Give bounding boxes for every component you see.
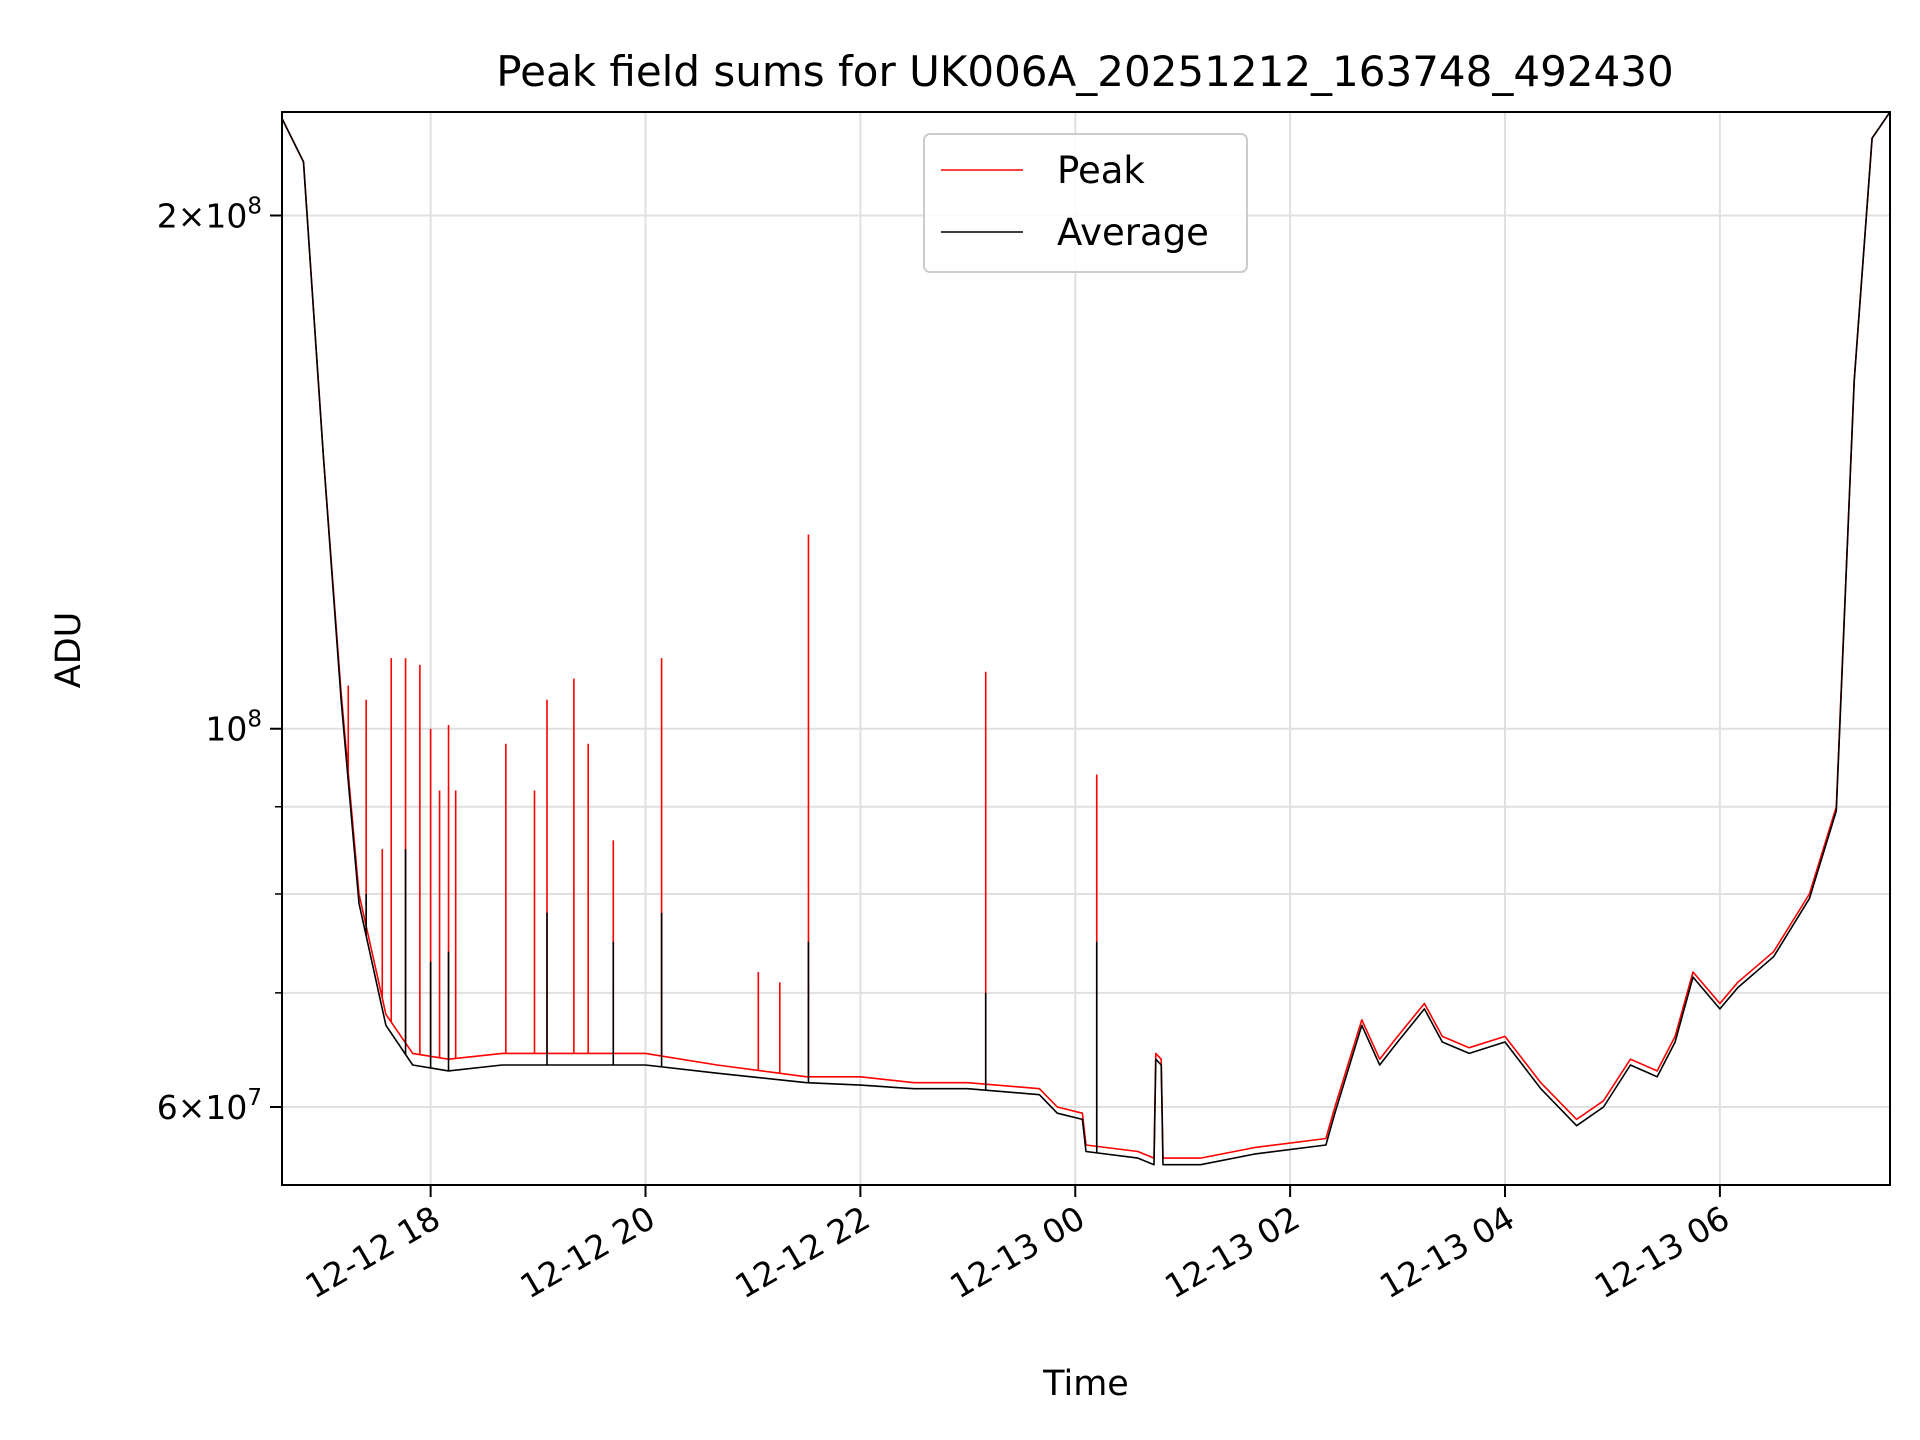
y-axis-label: ADU bbox=[49, 612, 89, 689]
chart-title: Peak field sums for UK006A_20251212_1637… bbox=[496, 47, 1673, 96]
y-tick-base: 10 bbox=[205, 710, 247, 749]
y-tick-exponent: 8 bbox=[247, 707, 262, 733]
y-tick-label: 2×108 bbox=[157, 193, 262, 235]
series-layer bbox=[282, 112, 1890, 1166]
series-line-peak bbox=[282, 112, 1890, 1159]
x-axis-label: Time bbox=[1042, 1364, 1129, 1404]
y-tick-exponent: 8 bbox=[247, 193, 262, 219]
series-line-average bbox=[282, 112, 1890, 1166]
legend-box bbox=[923, 133, 1248, 273]
y-tick-base: 6×10 bbox=[157, 1088, 248, 1127]
legend-label-peak: Peak bbox=[1057, 149, 1145, 192]
y-tick-label: 6×107 bbox=[157, 1085, 262, 1127]
series-peak bbox=[282, 112, 1890, 1159]
y-tick-label: 108 bbox=[205, 707, 262, 749]
legend-label-average: Average bbox=[1057, 211, 1209, 254]
series-average bbox=[282, 112, 1890, 1166]
legend: Peak Average bbox=[923, 133, 1248, 273]
y-tick-exponent: 7 bbox=[247, 1085, 262, 1111]
plot-frame bbox=[281, 111, 1891, 1186]
y-tick-base: 2×10 bbox=[157, 196, 248, 235]
